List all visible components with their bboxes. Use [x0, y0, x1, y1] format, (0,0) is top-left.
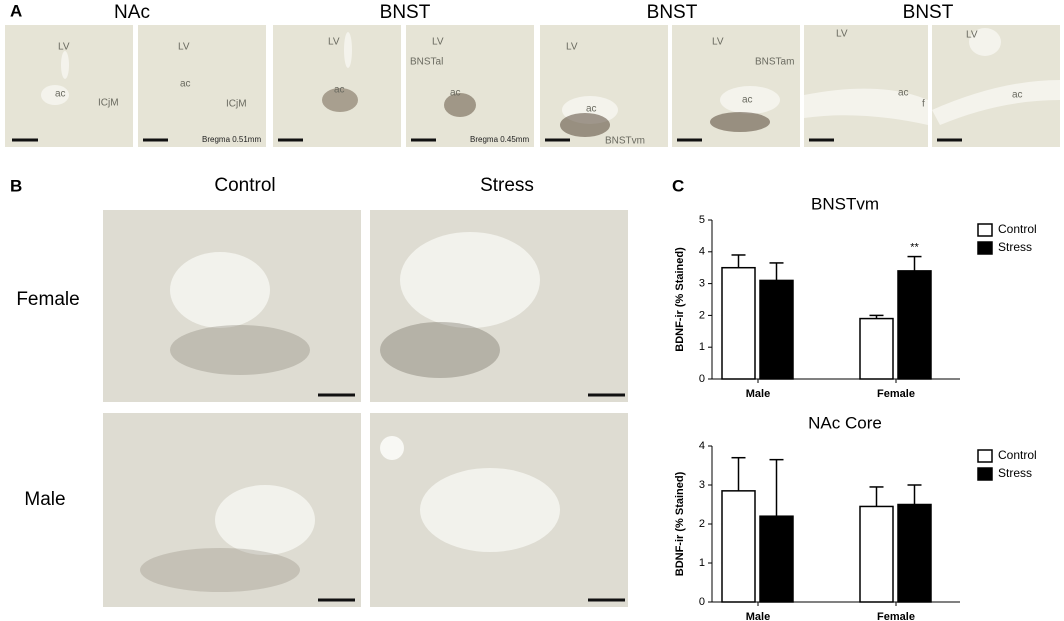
region-label: ac	[180, 79, 191, 90]
column-header: Stress	[480, 175, 534, 196]
region-label: f	[922, 99, 925, 110]
micrographs-a	[5, 25, 1060, 147]
region-label: ac	[1012, 90, 1023, 101]
x-tick-label: Male	[746, 611, 770, 621]
region-label: ac	[742, 95, 753, 106]
region-label: LV	[712, 37, 724, 48]
region-label: ac	[55, 89, 66, 100]
legend-label: Control	[998, 448, 1037, 462]
legend-swatch	[977, 223, 993, 237]
region-label: LV	[566, 42, 578, 53]
y-tick-label: 1	[699, 341, 705, 353]
chart-title: NAc Core	[808, 413, 882, 432]
y-tick-label: 1	[699, 557, 705, 569]
region-label: ac	[898, 88, 909, 99]
region-label: ICjM	[226, 99, 247, 110]
x-tick-label: Female	[877, 388, 915, 400]
region-label: BNSTvm	[605, 136, 645, 147]
bar	[897, 270, 932, 380]
bar	[859, 317, 894, 380]
y-tick-label: 0	[699, 373, 705, 385]
x-tick-label: Male	[746, 388, 770, 400]
region-label: BNSTal	[410, 57, 443, 68]
y-tick-label: 5	[699, 214, 705, 226]
region-label: LV	[966, 30, 978, 41]
column-header: BNST	[647, 2, 698, 23]
y-tick-label: 0	[699, 596, 705, 608]
y-tick-label: 4	[699, 246, 705, 258]
y-axis-label: BDNF-ir (% Stained)	[674, 471, 686, 576]
micrographs-b	[103, 210, 628, 607]
bregma-label: Bregma 0.51mm	[202, 135, 261, 144]
legend-swatch	[977, 241, 993, 255]
row-header: Male	[24, 489, 65, 510]
column-header: NAc	[114, 2, 150, 23]
region-label: ac	[334, 85, 345, 96]
y-tick-label: 2	[699, 309, 705, 321]
y-tick-label: 3	[699, 278, 705, 290]
bar	[721, 266, 756, 380]
chart-title: BNSTvm	[811, 194, 879, 213]
legend-swatch	[977, 449, 993, 463]
region-label: LV	[432, 37, 444, 48]
y-tick-label: 2	[699, 518, 705, 530]
region-label: LV	[328, 37, 340, 48]
panel-label: B	[10, 176, 22, 195]
row-header: Female	[16, 289, 79, 310]
legend-label: Control	[998, 222, 1037, 236]
legend-label: Stress	[998, 466, 1032, 480]
region-label: ICjM	[98, 98, 119, 109]
region-label: LV	[178, 42, 190, 53]
column-header: BNST	[380, 2, 431, 23]
significance: **	[910, 241, 919, 253]
bar	[721, 490, 756, 603]
region-label: ac	[450, 88, 461, 99]
bregma-label: Bregma 0.45mm	[470, 135, 529, 144]
y-tick-label: 4	[699, 440, 705, 452]
panel-label: A	[10, 1, 22, 20]
bar	[759, 515, 794, 603]
bar	[759, 279, 794, 380]
bar	[897, 503, 932, 603]
bar	[859, 505, 894, 603]
y-tick-label: 3	[699, 479, 705, 491]
region-label: BNSTam	[755, 57, 794, 68]
region-label: LV	[58, 42, 70, 53]
legend-swatch	[977, 467, 993, 481]
region-label: LV	[836, 29, 848, 40]
x-tick-label: Female	[877, 611, 915, 621]
column-header: BNST	[903, 2, 954, 23]
region-label: ac	[586, 104, 597, 115]
column-header: Control	[214, 175, 275, 196]
y-axis-label: BDNF-ir (% Stained)	[674, 247, 686, 352]
legend-label: Stress	[998, 240, 1032, 254]
panel-label: C	[672, 176, 684, 195]
